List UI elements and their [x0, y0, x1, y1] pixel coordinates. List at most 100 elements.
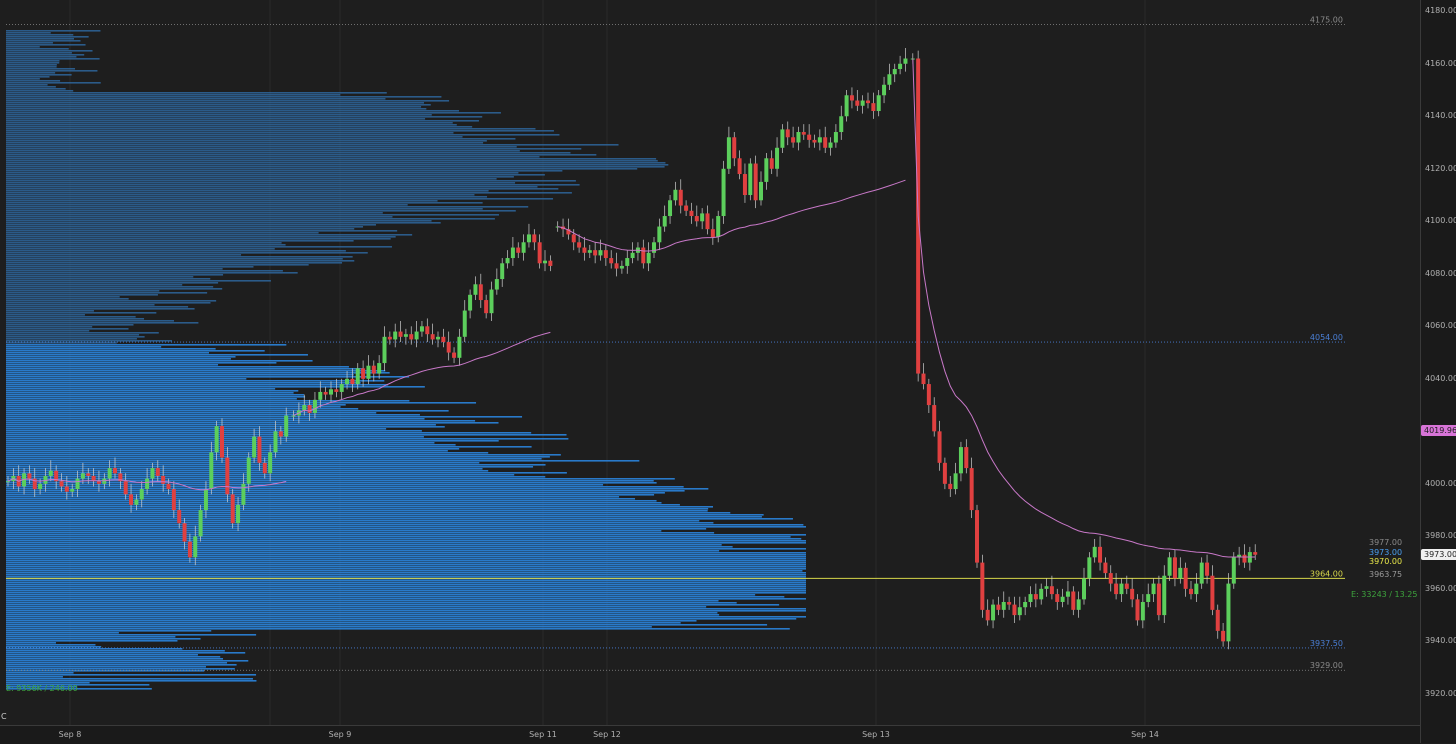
live-price-label: 3973.00	[1369, 548, 1403, 558]
candle-body	[339, 384, 344, 392]
volume-profile-bar	[6, 130, 554, 132]
price-tick-label: 3940.00	[1425, 636, 1456, 646]
volume-profile-bar	[6, 146, 517, 148]
volume-profile-bar	[6, 94, 341, 96]
volume-profile-bar	[6, 38, 74, 40]
candle-body	[230, 494, 235, 524]
time-axis-label: Sep 9	[328, 730, 352, 739]
volume-profile-bar	[6, 378, 247, 380]
candle-body	[630, 252, 635, 259]
volume-profile-bar	[6, 328, 129, 330]
volume-profile-bar	[6, 354, 308, 356]
volume-profile-bar	[6, 428, 387, 430]
candle-body	[220, 426, 224, 458]
candle-body	[350, 378, 355, 385]
volume-profile-bar	[6, 58, 100, 60]
volume-profile-bar	[6, 96, 442, 98]
volume-profile-bar	[6, 450, 448, 452]
candle-body	[926, 384, 931, 406]
volume-profile-bar	[6, 234, 413, 236]
candlestick-chart[interactable]: 4175.00 4054.00 3964.00 3937.50 3929.00	[0, 0, 1420, 725]
volume-profile-bar	[6, 500, 657, 502]
volume-profile-bar	[6, 680, 257, 682]
volume-profile-bar	[6, 244, 286, 246]
candle-body	[145, 478, 150, 490]
candle-body	[516, 247, 521, 253]
candle-body	[603, 250, 608, 259]
volume-profile-bar	[6, 408, 359, 410]
candle-body	[1205, 562, 1210, 576]
volume-profile-bar	[6, 268, 223, 270]
volume-profile-bar	[6, 512, 731, 514]
candle-body	[171, 489, 176, 511]
volume-profile-bar	[6, 476, 546, 478]
time-axis-label: Sep 14	[1131, 730, 1159, 739]
candle-body	[882, 84, 887, 96]
volume-profile-bar	[6, 612, 718, 614]
volume-profile-bar	[6, 472, 567, 474]
candle-body	[796, 132, 801, 143]
volume-profile-bar	[6, 144, 619, 146]
volume-profile-bar	[6, 686, 78, 688]
candle-body	[436, 336, 440, 340]
volume-profile-bar	[6, 306, 189, 308]
candle-body	[764, 158, 769, 182]
candle-body	[209, 452, 214, 490]
candle-body	[177, 510, 182, 524]
volume-profile-bar	[6, 30, 101, 32]
volume-profile-bar	[6, 678, 253, 680]
volume-profile-bar	[6, 308, 195, 310]
candle-body	[489, 289, 494, 314]
candle-body	[366, 365, 371, 379]
volume-profile-bar	[6, 448, 460, 450]
candle-body	[371, 365, 376, 374]
candle-body	[614, 263, 619, 269]
volume-profile-bar	[6, 238, 391, 240]
price-level-label: 3929.00	[1310, 661, 1343, 670]
volume-profile-bar	[6, 82, 101, 84]
volume-profile-bar	[6, 376, 410, 378]
chart-area[interactable]: 4175.00 4054.00 3964.00 3937.50 3929.00 E: 9…	[0, 0, 1420, 725]
volume-profile-bar	[6, 486, 684, 488]
volume-profile-bar	[6, 248, 275, 250]
volume-profile-bar	[6, 356, 236, 358]
volume-profile-bar	[6, 676, 63, 678]
volume-profile-bar	[6, 446, 532, 448]
candle-body	[419, 326, 424, 332]
volume-profile-bar	[6, 218, 495, 220]
candle-body	[548, 260, 553, 266]
volume-profile-bar	[6, 502, 662, 504]
volume-profile-bar	[6, 220, 432, 222]
candle-body	[425, 326, 430, 335]
volume-profile-bar	[6, 190, 489, 192]
volume-profile-bar	[6, 422, 499, 424]
volume-profile-bar	[6, 386, 425, 388]
volume-profile-bar	[6, 498, 636, 500]
volume-profile-bar	[6, 272, 298, 274]
volume-profile-bar	[6, 260, 355, 262]
volume-profile-bar	[6, 624, 768, 626]
volume-profile-bar	[6, 152, 571, 154]
candle-body	[403, 334, 408, 337]
volume-profile-bar	[6, 444, 456, 446]
candle-body	[958, 447, 963, 474]
candle-body	[113, 468, 117, 474]
volume-profile-bar	[6, 98, 386, 100]
candle-body	[892, 69, 897, 75]
volume-profile-bar	[6, 642, 56, 644]
volume-profile-bar	[6, 614, 720, 616]
time-axis[interactable]: Sep 8 Sep 9 Sep 11 Sep 12 Sep 13 Sep 14	[0, 725, 1420, 744]
volume-profile-bar	[6, 226, 364, 228]
candle-body	[1124, 583, 1129, 589]
volume-profile-bar	[6, 406, 341, 408]
candle-body	[1167, 557, 1172, 576]
time-axis-label: Sep 13	[862, 730, 890, 739]
volume-profile-bar	[6, 80, 61, 82]
price-axis[interactable]: 3920.003940.003960.003980.004000.004020.…	[1420, 0, 1456, 743]
volume-profile-bar	[6, 456, 550, 458]
volume-profile-bar	[6, 424, 436, 426]
volume-profile-bar	[6, 266, 254, 268]
volume-profile-bar	[6, 684, 150, 686]
candle-body	[182, 523, 187, 542]
candle-body	[823, 137, 828, 148]
